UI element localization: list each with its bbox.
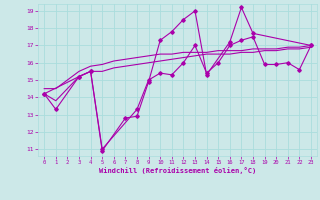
X-axis label: Windchill (Refroidissement éolien,°C): Windchill (Refroidissement éolien,°C)	[99, 167, 256, 174]
